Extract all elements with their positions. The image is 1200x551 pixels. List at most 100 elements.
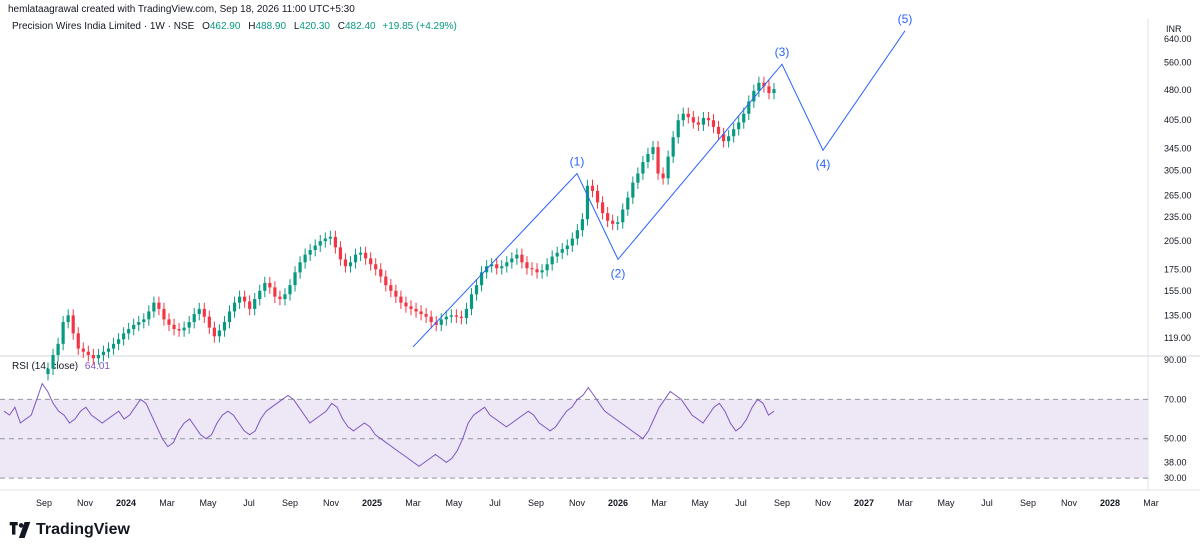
candle-body (162, 308, 166, 320)
price-tick-label: 265.00 (1164, 191, 1192, 201)
low-value: 420.30 (299, 21, 330, 32)
rsi-pane[interactable] (0, 382, 1148, 479)
candle-body (318, 241, 322, 246)
rsi-line (3, 382, 775, 467)
candle-body (434, 322, 438, 325)
candle-body (716, 126, 721, 134)
price-axis[interactable]: 640.00 560.00 480.00 405.00 345.00 305.00 265.… (1164, 34, 1192, 483)
candle-body (550, 256, 554, 265)
wave-label: (2) (611, 266, 626, 280)
time-tick-label: May (445, 498, 463, 508)
candle-body (76, 333, 80, 349)
candle-body (116, 339, 121, 344)
time-tick-label: Mar (651, 498, 667, 508)
time-tick-label: Sep (774, 498, 790, 508)
time-tick-label: Jul (981, 498, 993, 508)
time-tick-label: 2028 (1100, 498, 1120, 508)
candle-body (474, 285, 479, 295)
candle-body (555, 252, 559, 257)
candle-body (626, 197, 630, 210)
candle-body (232, 302, 237, 312)
candle-body (227, 311, 232, 323)
candle-body (565, 245, 569, 250)
candle-body (308, 250, 312, 255)
candle-body (303, 254, 307, 263)
candle-body (444, 316, 448, 320)
candle-body (192, 314, 196, 323)
time-tick-label: May (937, 498, 955, 508)
candle-body (71, 315, 75, 334)
wave-path (412, 30, 906, 348)
candle-body (479, 272, 484, 286)
candle-body (439, 319, 443, 325)
candle-body (621, 209, 625, 223)
tradingview-brand[interactable]: TradingView (8, 521, 130, 539)
close-value: 482.40 (345, 21, 376, 32)
candle-body (732, 129, 736, 137)
time-tick-label: Nov (1061, 498, 1078, 508)
candle-body (273, 287, 277, 297)
candle-body (651, 147, 655, 154)
candle-body (298, 262, 302, 273)
candle-body (313, 245, 317, 251)
candle-body (500, 266, 504, 269)
candle-body (237, 296, 242, 303)
time-tick-label: Sep (528, 498, 544, 508)
candle-body (631, 182, 635, 198)
candle-body (323, 238, 327, 242)
time-tick-label: 2024 (116, 498, 136, 508)
candle-body (243, 296, 247, 302)
candle-body (364, 252, 368, 259)
candle-body (661, 173, 665, 179)
price-tick-label: 405.00 (1164, 115, 1192, 125)
candle-body (152, 302, 156, 312)
time-tick-label: Jul (489, 498, 501, 508)
candle-body (122, 333, 126, 340)
price-tick-label: 345.00 (1164, 144, 1192, 154)
candle-body (348, 262, 353, 267)
candle-body (505, 262, 509, 267)
elliott-wave-drawing[interactable]: (1) (2) (3) (4) (5) (412, 12, 913, 348)
symbol-legend[interactable]: Precision Wires India Limited · 1W · NSE… (12, 21, 457, 32)
candle-body (762, 82, 766, 87)
candle-body (666, 156, 670, 179)
candle-body (641, 162, 645, 174)
candle-body (147, 311, 151, 320)
candle-body (560, 249, 564, 253)
candle-body (535, 269, 539, 273)
candle-body (167, 319, 171, 325)
candle-body (172, 324, 176, 330)
candle-body (96, 355, 101, 359)
price-tick-label: 135.00 (1164, 310, 1192, 320)
candle-body (757, 82, 761, 91)
candle-body (530, 268, 534, 270)
price-tick-label: 235.00 (1164, 212, 1192, 222)
candle-body (111, 343, 116, 349)
price-pane[interactable] (0, 18, 1200, 491)
open-label: O (202, 21, 210, 32)
candle-body (424, 314, 428, 317)
candle-body (676, 120, 680, 138)
candle-body (404, 302, 408, 307)
high-label: H (248, 21, 256, 32)
candle-body (459, 316, 464, 319)
candle-body (580, 219, 585, 231)
candle-body (207, 316, 211, 328)
wave-label: (4) (816, 157, 831, 171)
price-tick-label: 119.00 (1164, 333, 1191, 343)
candle-body (278, 296, 282, 300)
time-tick-label: Nov (569, 498, 586, 508)
time-axis[interactable]: Sep Nov 2024 Mar May Jul Sep Nov 2025 Mar May Jul Se… (36, 498, 1159, 508)
wave-label: (5) (898, 12, 913, 26)
rsi-label[interactable]: RSI (14, close) (12, 361, 79, 372)
candle-body (656, 147, 660, 174)
candle-body (101, 351, 106, 355)
candle-body (585, 185, 590, 220)
candle-body (686, 113, 690, 118)
rsi-legend[interactable]: RSI (14, close) 64.01 (12, 361, 110, 372)
candle-body (742, 113, 746, 123)
price-tick-label: 205.00 (1164, 236, 1192, 246)
symbol-name[interactable]: Precision Wires India Limited · 1W · NSE (12, 21, 195, 32)
rsi-value: 64.01 (84, 361, 110, 372)
